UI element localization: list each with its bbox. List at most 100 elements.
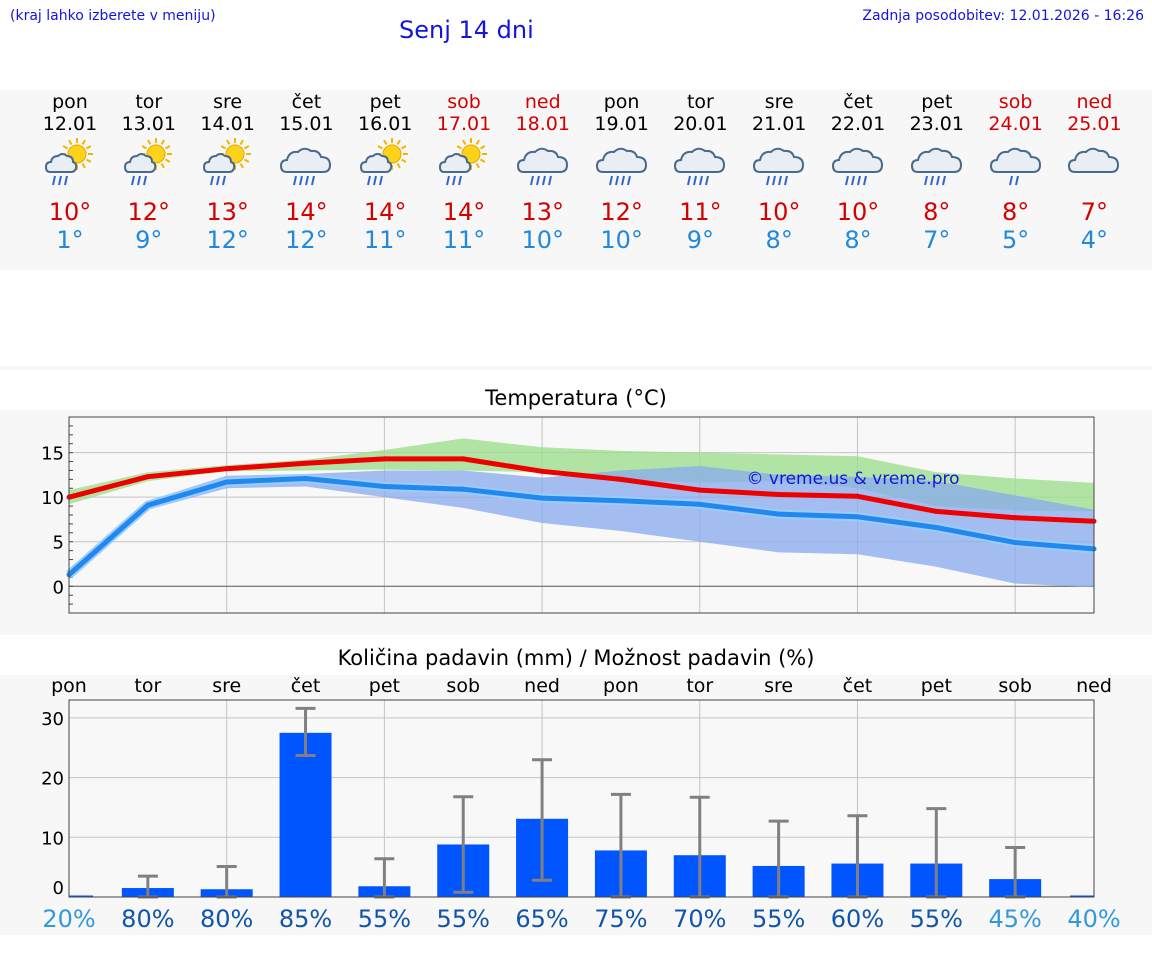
day-forecast: sob 17.01 14° 11° bbox=[424, 90, 504, 270]
day-date: 23.01 bbox=[909, 113, 964, 135]
min-temperature: 12° bbox=[285, 226, 328, 254]
max-temperature: 7° bbox=[1080, 198, 1109, 226]
cloud-rain-icon bbox=[594, 138, 650, 194]
y-tick-label: 20 bbox=[41, 769, 64, 790]
precipitation-bar bbox=[69, 895, 93, 897]
min-temperature-point bbox=[460, 486, 466, 492]
min-temperature: 8° bbox=[844, 226, 872, 254]
precipitation-chance: 45% bbox=[988, 905, 1041, 933]
plot-frame bbox=[68, 416, 1095, 614]
day-forecast: pet 16.01 14° 11° bbox=[345, 90, 425, 270]
precipitation-chance: 55% bbox=[910, 905, 963, 933]
min-temperature: 11° bbox=[442, 226, 486, 254]
day-date: 19.01 bbox=[594, 113, 649, 135]
max-temperature: 14° bbox=[285, 198, 328, 226]
sun-cloud-rain-icon bbox=[42, 138, 98, 194]
precipitation-chance: 40% bbox=[1067, 905, 1120, 933]
max-temperature: 8° bbox=[923, 198, 951, 226]
day-date: 16.01 bbox=[357, 113, 413, 135]
precipitation-chance: 70% bbox=[673, 905, 726, 933]
day-forecast: pon 12.01 10° 1° bbox=[30, 90, 110, 270]
max-temperature: 12° bbox=[600, 198, 643, 226]
precipitation-chart-title: Količina padavin (mm) / Možnost padavin … bbox=[337, 646, 815, 670]
cloud-icon bbox=[1066, 138, 1122, 194]
daily-forecast-strip: pon 12.01 10° 1° tor 13.01 12° 9° sre 14.01 13° 12°… bbox=[0, 90, 1152, 270]
day-date: 15.01 bbox=[279, 113, 334, 135]
x-category-label: ned bbox=[1076, 675, 1112, 697]
max-temperature-point bbox=[224, 466, 230, 472]
watermark: © vreme.us & vreme.pro bbox=[746, 469, 959, 489]
day-name: ned bbox=[1076, 91, 1113, 113]
max-temperature: 11° bbox=[679, 198, 722, 226]
x-category-label: čet bbox=[843, 675, 873, 697]
y-tick-label: 10 bbox=[41, 488, 64, 509]
day-name: tor bbox=[686, 91, 714, 113]
x-category-label: čet bbox=[291, 675, 321, 697]
cloud-rain-icon bbox=[515, 138, 571, 194]
day-forecast: ned 18.01 13° 10° bbox=[503, 90, 583, 270]
x-category-label: sre bbox=[212, 675, 241, 697]
max-temperature-point bbox=[933, 508, 939, 514]
y-tick-label: 15 bbox=[41, 444, 64, 465]
precipitation-chart: 0 10 20 30 pon tor sre čet pet sob ned pon tor sre čet… bbox=[41, 675, 1121, 933]
min-temperature-point bbox=[539, 495, 545, 501]
location-hint: (kraj lahko izberete v meniju) bbox=[10, 8, 216, 24]
max-temperature-point bbox=[618, 476, 624, 482]
day-forecast: čet 15.01 14° 12° bbox=[266, 90, 346, 270]
day-forecast: sob 24.01 8° 5° bbox=[976, 90, 1056, 270]
min-temperature-point bbox=[618, 498, 624, 504]
day-date: 14.01 bbox=[200, 113, 255, 135]
min-temperature-point bbox=[381, 483, 387, 489]
temperature-chart: 0 5 10 15 © vreme.us & vreme.pro bbox=[41, 416, 1097, 614]
day-forecast: pon 19.01 12° 10° bbox=[582, 90, 662, 270]
day-name: sre bbox=[764, 91, 794, 113]
day-date: 18.01 bbox=[515, 113, 570, 135]
day-name: čet bbox=[291, 91, 322, 113]
y-tick-label: 0 bbox=[53, 577, 64, 598]
max-temperature-point bbox=[460, 456, 466, 462]
max-temperature: 14° bbox=[363, 198, 407, 226]
x-category-label: sob bbox=[446, 675, 480, 697]
min-temperature-point bbox=[1012, 540, 1018, 546]
day-forecast: tor 20.01 11° 9° bbox=[660, 90, 740, 270]
last-updated: Zadnja posodobitev: 12.01.2026 - 16:26 bbox=[862, 8, 1144, 24]
x-category-label: pet bbox=[921, 675, 952, 697]
day-name: pon bbox=[52, 91, 88, 113]
min-temperature: 8° bbox=[765, 226, 793, 254]
plot-frame bbox=[68, 699, 1095, 898]
min-temperature-point bbox=[145, 502, 151, 508]
x-category-label: tor bbox=[686, 675, 713, 697]
max-temperature: 14° bbox=[442, 198, 486, 226]
cloud-light-rain-icon bbox=[988, 138, 1044, 194]
temperature-chart-title: Temperatura (°C) bbox=[485, 386, 667, 410]
max-temperature: 13° bbox=[206, 198, 249, 226]
precipitation-bar bbox=[1070, 895, 1094, 897]
max-temperature: 13° bbox=[521, 198, 565, 226]
day-name: tor bbox=[135, 91, 163, 113]
section-divider bbox=[0, 366, 1152, 370]
y-tick-label: 0 bbox=[53, 878, 64, 899]
min-temperature-point bbox=[776, 511, 782, 517]
min-temperature-point bbox=[933, 524, 939, 530]
day-forecast: tor 13.01 12° 9° bbox=[109, 90, 189, 270]
max-temperature-line bbox=[68, 456, 1095, 524]
min-temperature: 9° bbox=[135, 226, 163, 254]
day-name: ned bbox=[524, 91, 561, 113]
max-temperature-point bbox=[539, 468, 545, 474]
max-temperature: 12° bbox=[127, 198, 171, 226]
min-temperature: 5° bbox=[1001, 226, 1030, 254]
min-temperature: 12° bbox=[206, 226, 249, 254]
sun-cloud-rain-icon bbox=[121, 138, 177, 194]
max-temperature-point bbox=[145, 474, 151, 480]
min-temperature: 10° bbox=[600, 226, 643, 254]
precipitation-chance: 55% bbox=[437, 905, 490, 933]
min-temperature: 10° bbox=[521, 226, 565, 254]
y-tick-label: 5 bbox=[53, 533, 64, 554]
day-date: 12.01 bbox=[42, 113, 98, 135]
day-name: sre bbox=[213, 91, 243, 113]
x-category-label: tor bbox=[134, 675, 161, 697]
day-date: 13.01 bbox=[121, 113, 176, 135]
day-date: 17.01 bbox=[436, 113, 492, 135]
day-name: pon bbox=[603, 91, 640, 113]
y-tick-label: 30 bbox=[41, 709, 64, 730]
